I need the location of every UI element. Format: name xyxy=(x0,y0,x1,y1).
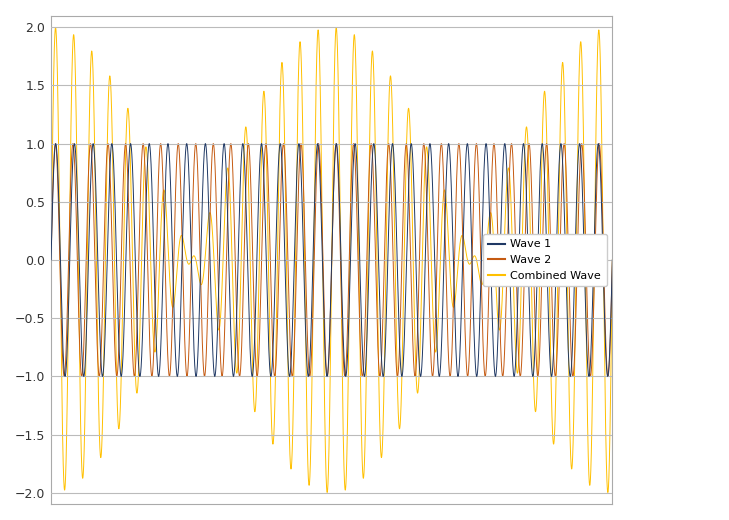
Wave 2 xyxy=(534,373,542,380)
Combined Wave xyxy=(80,429,89,435)
Wave 1 xyxy=(157,334,165,341)
Combined Wave xyxy=(332,24,340,31)
Line: Wave 2: Wave 2 xyxy=(51,144,612,376)
Wave 1 xyxy=(321,359,330,366)
Combined Wave xyxy=(323,489,332,496)
Wave 2 xyxy=(80,317,89,323)
Wave 1 xyxy=(70,140,79,147)
Combined Wave xyxy=(608,257,617,263)
Wave 2 xyxy=(49,165,58,172)
Combined Wave xyxy=(321,448,330,454)
Wave 2 xyxy=(47,257,55,263)
Line: Wave 1: Wave 1 xyxy=(51,144,612,376)
Wave 2 xyxy=(157,142,165,148)
Wave 2 xyxy=(608,257,617,263)
Combined Wave xyxy=(70,37,79,43)
Wave 2 xyxy=(578,149,587,155)
Combined Wave xyxy=(47,257,55,263)
Wave 1 xyxy=(47,257,55,263)
Wave 1 xyxy=(219,140,228,147)
Wave 1 xyxy=(80,368,89,374)
Wave 2 xyxy=(321,349,330,356)
Line: Combined Wave: Combined Wave xyxy=(51,28,612,492)
Wave 1 xyxy=(608,257,617,263)
Wave 1 xyxy=(61,373,69,380)
Wave 1 xyxy=(578,198,587,204)
Legend: Wave 1, Wave 2, Combined Wave: Wave 1, Wave 2, Combined Wave xyxy=(483,234,607,286)
Wave 2 xyxy=(70,153,79,160)
Combined Wave xyxy=(49,78,58,84)
Wave 2 xyxy=(121,140,130,147)
Combined Wave xyxy=(157,221,165,227)
Wave 1 xyxy=(49,170,58,176)
Combined Wave xyxy=(578,90,587,96)
